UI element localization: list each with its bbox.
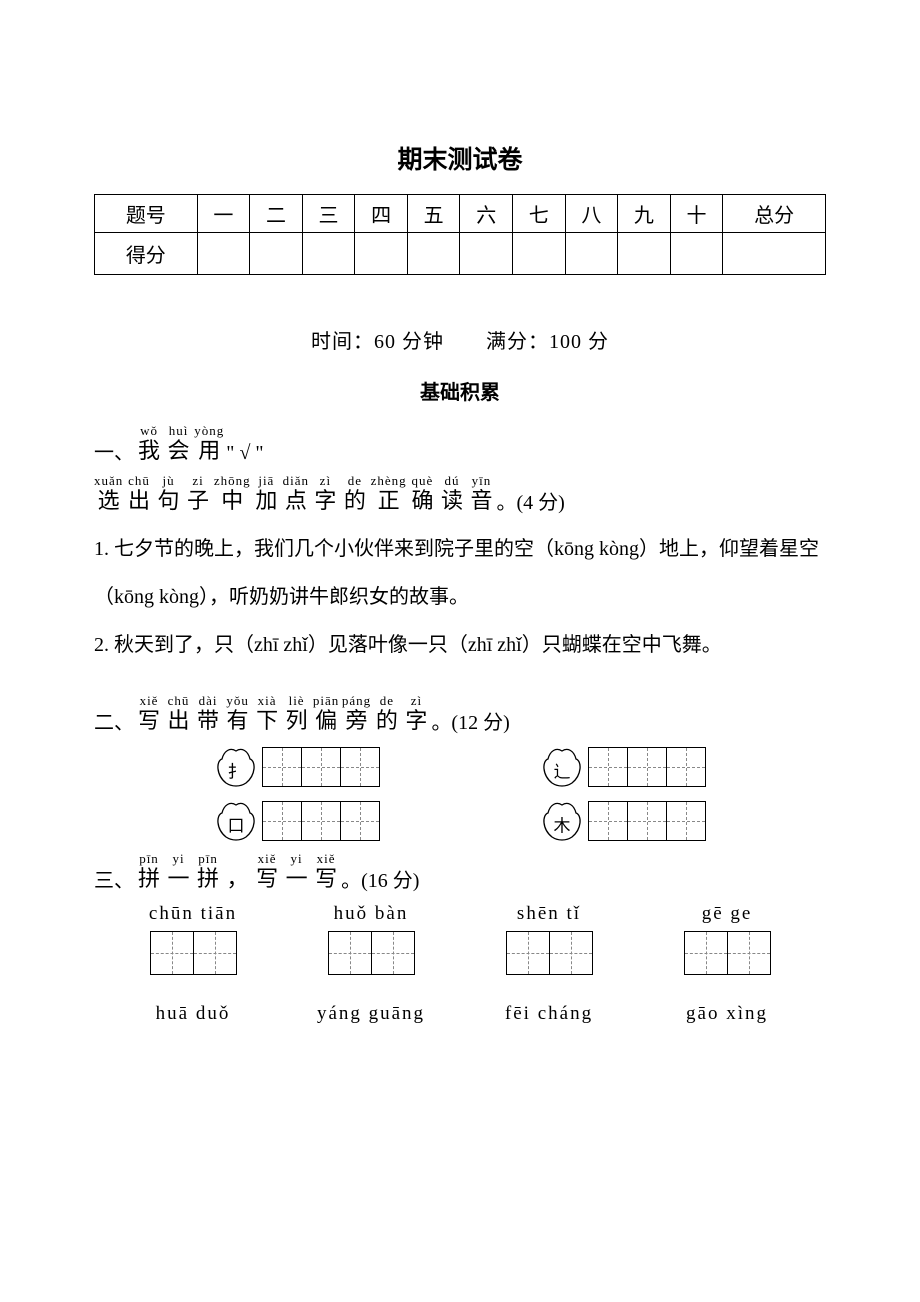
score-cell[interactable] bbox=[302, 233, 355, 275]
q2-ruby: 写xiě 出chū 带dài 有yǒu 下xià 列liè 偏piān 旁pán… bbox=[138, 695, 429, 735]
score-cell[interactable] bbox=[723, 233, 826, 275]
score-cell[interactable] bbox=[250, 233, 303, 275]
peach-icon: 辶 bbox=[540, 745, 584, 789]
radical-group: 扌 bbox=[214, 745, 380, 789]
q1-ruby-line1: 我wǒ 会huì 用yòng bbox=[138, 425, 226, 465]
q1-tail1: " √ " bbox=[226, 442, 263, 465]
radical-char: 扌 bbox=[228, 757, 245, 782]
th: 八 bbox=[565, 195, 618, 233]
pinyin: gāo xìng bbox=[652, 1003, 802, 1025]
pinyin: huā duǒ bbox=[118, 1003, 268, 1025]
score-cell[interactable] bbox=[355, 233, 408, 275]
section-heading: 基础积累 bbox=[94, 376, 826, 405]
answer-boxes[interactable] bbox=[652, 931, 802, 975]
th: 十 bbox=[670, 195, 723, 233]
score-cell[interactable] bbox=[197, 233, 250, 275]
q1-item2: 2. 秋天到了，只（zhī zhǐ）见落叶像一只（zhī zhǐ）只蝴蝶在空中飞… bbox=[94, 621, 826, 669]
answer-boxes[interactable] bbox=[262, 747, 380, 787]
peach-icon: 口 bbox=[214, 799, 258, 843]
score-value: 100 分 bbox=[549, 331, 609, 353]
th: 四 bbox=[355, 195, 408, 233]
th: 题号 bbox=[95, 195, 198, 233]
answer-boxes[interactable] bbox=[474, 931, 624, 975]
th: 六 bbox=[460, 195, 513, 233]
score-value-row: 得分 bbox=[95, 233, 826, 275]
answer-boxes[interactable] bbox=[296, 931, 446, 975]
q1-ruby-line2: 选xuǎn 出chū 句jù 子zi 中zhōng 加jiā 点diǎn 字zì… bbox=[94, 475, 495, 515]
meta-line: 时间：60 分钟 满分：100 分 bbox=[94, 325, 826, 354]
q1-item1: 1. 七夕节的晚上，我们几个小伙伴来到院子里的空（kōng kòng）地上，仰望… bbox=[94, 525, 826, 621]
score-cell[interactable] bbox=[407, 233, 460, 275]
q1-number: 一、 bbox=[94, 436, 134, 465]
th: 三 bbox=[302, 195, 355, 233]
score-cell[interactable] bbox=[513, 233, 566, 275]
time-label: 时间： bbox=[311, 331, 374, 353]
q2-heading: 二、 写xiě 出chū 带dài 有yǒu 下xià 列liè 偏piān 旁… bbox=[94, 695, 826, 735]
score-cell[interactable] bbox=[565, 233, 618, 275]
q2-row1: 扌 辶 bbox=[94, 745, 826, 789]
radical-char: 木 bbox=[554, 811, 571, 836]
th: 五 bbox=[407, 195, 460, 233]
pinyin: shēn tǐ bbox=[474, 903, 624, 925]
q3-pinyin-row1: chūn tiān huǒ bàn shēn tǐ gē ge bbox=[94, 903, 826, 925]
q2-number: 二、 bbox=[94, 706, 134, 735]
q1-heading-line1: 一、 我wǒ 会huì 用yòng " √ " bbox=[94, 425, 826, 465]
q3-number: 三、 bbox=[94, 864, 134, 893]
th: 九 bbox=[618, 195, 671, 233]
radical-group: 口 bbox=[214, 799, 380, 843]
pinyin: yáng guāng bbox=[296, 1003, 446, 1025]
q1-heading-line2: 选xuǎn 出chū 句jù 子zi 中zhōng 加jiā 点diǎn 字zì… bbox=[94, 475, 826, 515]
q3-ruby: 拼pīn 一yi 拼pīn ， 写xiě 一yi 写xiě bbox=[138, 853, 339, 893]
th: 七 bbox=[513, 195, 566, 233]
pinyin: chūn tiān bbox=[118, 903, 268, 925]
score-cell[interactable] bbox=[460, 233, 513, 275]
spacer bbox=[444, 331, 486, 353]
radical-group: 辶 bbox=[540, 745, 706, 789]
peach-icon: 木 bbox=[540, 799, 584, 843]
score-cell[interactable] bbox=[618, 233, 671, 275]
answer-boxes[interactable] bbox=[588, 801, 706, 841]
pinyin: fēi cháng bbox=[474, 1003, 624, 1025]
radical-char: 口 bbox=[228, 811, 245, 836]
radical-group: 木 bbox=[540, 799, 706, 843]
td: 得分 bbox=[95, 233, 198, 275]
score-table: 题号 一 二 三 四 五 六 七 八 九 十 总分 得分 bbox=[94, 194, 826, 275]
time-value: 60 分钟 bbox=[374, 331, 444, 353]
answer-boxes[interactable] bbox=[262, 801, 380, 841]
score-cell[interactable] bbox=[670, 233, 723, 275]
page-title: 期末测试卷 bbox=[94, 140, 826, 176]
answer-boxes[interactable] bbox=[118, 931, 268, 975]
q1-points: 。(4 分) bbox=[497, 486, 565, 515]
pinyin: huǒ bàn bbox=[296, 903, 446, 925]
score-label: 满分： bbox=[486, 331, 549, 353]
q3-pinyin-row2: huā duǒ yáng guāng fēi cháng gāo xìng bbox=[94, 1003, 826, 1025]
score-header-row: 题号 一 二 三 四 五 六 七 八 九 十 总分 bbox=[95, 195, 826, 233]
q3-heading: 三、 拼pīn 一yi 拼pīn ， 写xiě 一yi 写xiě 。(16 分) bbox=[94, 853, 826, 893]
answer-boxes[interactable] bbox=[588, 747, 706, 787]
radical-char: 辶 bbox=[554, 757, 571, 782]
q2-points: 。(12 分) bbox=[431, 706, 509, 735]
th: 总分 bbox=[723, 195, 826, 233]
q3-boxes-row1 bbox=[94, 931, 826, 975]
th: 二 bbox=[250, 195, 303, 233]
pinyin: gē ge bbox=[652, 903, 802, 925]
peach-icon: 扌 bbox=[214, 745, 258, 789]
q3-points: 。(16 分) bbox=[341, 864, 419, 893]
th: 一 bbox=[197, 195, 250, 233]
q2-row2: 口 木 bbox=[94, 799, 826, 843]
